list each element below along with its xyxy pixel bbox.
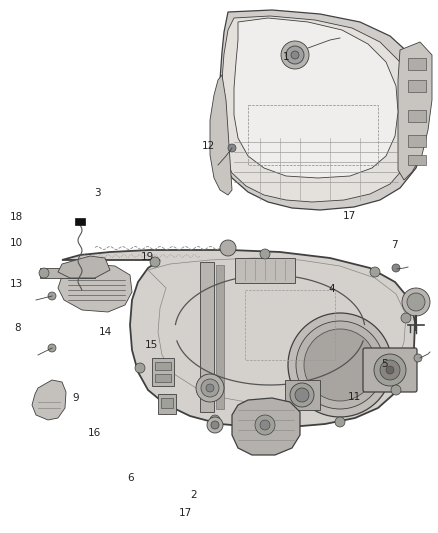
Circle shape <box>291 51 299 59</box>
Polygon shape <box>220 16 415 202</box>
Bar <box>75 218 85 225</box>
Circle shape <box>386 366 394 374</box>
Circle shape <box>391 385 401 395</box>
Text: 5: 5 <box>381 359 388 368</box>
Text: 7: 7 <box>391 240 397 250</box>
Circle shape <box>255 415 275 435</box>
Bar <box>408 155 426 165</box>
Text: 4: 4 <box>328 284 335 294</box>
Text: 14: 14 <box>99 327 112 336</box>
Text: 19: 19 <box>141 252 154 262</box>
Circle shape <box>296 321 384 409</box>
Polygon shape <box>234 18 398 178</box>
Bar <box>40 268 95 278</box>
Circle shape <box>39 268 49 278</box>
Polygon shape <box>210 75 232 195</box>
Text: 13: 13 <box>10 279 23 288</box>
Polygon shape <box>62 250 415 427</box>
Text: 18: 18 <box>10 213 23 222</box>
Circle shape <box>281 41 309 69</box>
FancyBboxPatch shape <box>363 348 417 392</box>
Polygon shape <box>218 10 428 210</box>
Circle shape <box>335 417 345 427</box>
Circle shape <box>135 363 145 373</box>
Circle shape <box>48 344 56 352</box>
Text: 12: 12 <box>201 141 215 151</box>
Polygon shape <box>232 398 300 455</box>
Bar <box>408 58 426 70</box>
Circle shape <box>48 292 56 300</box>
Circle shape <box>201 379 219 397</box>
Circle shape <box>288 313 392 417</box>
Bar <box>158 394 176 414</box>
Polygon shape <box>58 264 132 312</box>
Bar <box>408 110 426 122</box>
Bar <box>200 262 214 412</box>
Circle shape <box>206 384 214 392</box>
Bar <box>216 265 224 409</box>
Circle shape <box>402 288 430 316</box>
Text: 16: 16 <box>88 428 101 438</box>
Text: 17: 17 <box>179 508 192 518</box>
Circle shape <box>150 257 160 267</box>
Circle shape <box>295 388 309 402</box>
Circle shape <box>392 264 400 272</box>
Circle shape <box>211 421 219 429</box>
Circle shape <box>401 313 411 323</box>
Bar <box>285 380 320 410</box>
Circle shape <box>286 46 304 64</box>
Text: 6: 6 <box>127 473 134 483</box>
Text: 15: 15 <box>145 340 158 350</box>
Bar <box>161 398 173 408</box>
Text: 3: 3 <box>94 189 101 198</box>
Bar <box>152 358 174 386</box>
Circle shape <box>304 329 376 401</box>
Circle shape <box>228 144 236 152</box>
Circle shape <box>210 415 220 425</box>
Circle shape <box>380 360 400 380</box>
Text: 2: 2 <box>191 490 197 499</box>
Circle shape <box>414 354 422 362</box>
Bar <box>155 374 171 382</box>
Text: 8: 8 <box>14 323 21 333</box>
Bar <box>408 80 426 92</box>
Polygon shape <box>58 256 110 278</box>
Bar <box>235 258 295 283</box>
Circle shape <box>290 383 314 407</box>
Circle shape <box>370 267 380 277</box>
Text: 10: 10 <box>10 238 23 248</box>
Text: 1: 1 <box>283 52 289 62</box>
Circle shape <box>374 354 406 386</box>
Circle shape <box>407 293 425 311</box>
Text: 11: 11 <box>347 392 360 402</box>
Circle shape <box>260 420 270 430</box>
Circle shape <box>260 249 270 259</box>
Bar <box>155 362 171 370</box>
Circle shape <box>220 240 236 256</box>
Polygon shape <box>32 380 66 420</box>
Text: 17: 17 <box>343 211 356 221</box>
Circle shape <box>196 374 224 402</box>
Circle shape <box>207 417 223 433</box>
Polygon shape <box>398 42 432 180</box>
Text: 9: 9 <box>72 393 79 403</box>
Bar <box>408 135 426 147</box>
